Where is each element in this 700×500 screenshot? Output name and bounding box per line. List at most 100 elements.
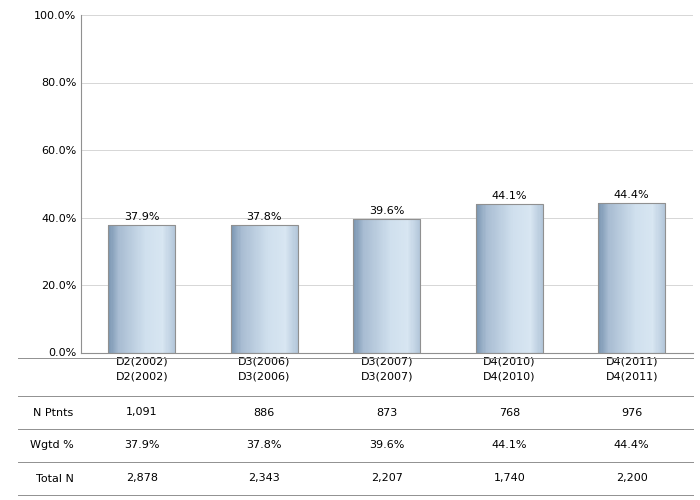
Bar — [371, 219, 372, 352]
Bar — [607, 202, 608, 352]
Text: N Ptnts: N Ptnts — [34, 408, 74, 418]
Bar — [365, 219, 367, 352]
Bar — [276, 225, 278, 352]
Bar — [165, 224, 167, 352]
Bar — [263, 225, 265, 352]
Bar — [258, 225, 260, 352]
Bar — [369, 219, 370, 352]
Text: 37.9%: 37.9% — [124, 440, 160, 450]
Bar — [115, 224, 116, 352]
Bar — [484, 204, 486, 352]
Bar — [118, 224, 120, 352]
Text: 886: 886 — [253, 408, 275, 418]
Bar — [663, 202, 664, 352]
Bar — [169, 224, 170, 352]
Bar — [598, 202, 666, 352]
Bar — [271, 225, 272, 352]
Text: 39.6%: 39.6% — [369, 206, 405, 216]
Bar — [526, 204, 527, 352]
Bar — [503, 204, 505, 352]
Bar — [408, 219, 409, 352]
Bar — [237, 225, 239, 352]
Bar — [370, 219, 371, 352]
Bar — [125, 224, 126, 352]
Text: 37.8%: 37.8% — [246, 212, 282, 222]
Bar — [155, 224, 157, 352]
Bar — [618, 202, 620, 352]
Bar — [250, 225, 251, 352]
Bar — [122, 224, 124, 352]
Bar — [377, 219, 378, 352]
Text: 39.6%: 39.6% — [369, 440, 405, 450]
Bar — [495, 204, 496, 352]
Bar — [603, 202, 605, 352]
Bar — [626, 202, 627, 352]
Bar — [633, 202, 634, 352]
Bar — [128, 224, 130, 352]
Text: Total N: Total N — [36, 474, 74, 484]
Bar — [146, 224, 148, 352]
Bar — [620, 202, 621, 352]
Bar — [482, 204, 484, 352]
Text: 44.4%: 44.4% — [614, 440, 650, 450]
Bar — [636, 202, 638, 352]
Bar — [415, 219, 416, 352]
Bar — [657, 202, 658, 352]
Bar — [148, 224, 150, 352]
Bar — [540, 204, 541, 352]
Bar — [506, 204, 507, 352]
Bar — [260, 225, 261, 352]
Bar — [651, 202, 652, 352]
Bar — [109, 224, 111, 352]
Bar — [398, 219, 399, 352]
Bar — [640, 202, 642, 352]
Bar — [171, 224, 172, 352]
Bar — [113, 224, 115, 352]
Text: D2(2002): D2(2002) — [116, 372, 168, 382]
Text: D3(2007): D3(2007) — [360, 372, 413, 382]
Bar — [141, 224, 143, 352]
Bar — [519, 204, 521, 352]
Bar — [353, 219, 421, 352]
Bar — [256, 225, 258, 352]
Bar — [605, 202, 606, 352]
Text: 1,740: 1,740 — [494, 474, 525, 484]
Bar — [390, 219, 391, 352]
Bar — [133, 224, 134, 352]
Bar — [475, 204, 477, 352]
Bar — [402, 219, 404, 352]
Bar — [381, 219, 382, 352]
Bar — [404, 219, 405, 352]
Bar — [262, 225, 263, 352]
Bar — [130, 224, 131, 352]
Bar — [399, 219, 400, 352]
Bar — [649, 202, 650, 352]
Bar — [290, 225, 291, 352]
Bar — [536, 204, 538, 352]
Bar — [284, 225, 286, 352]
Bar — [360, 219, 361, 352]
Bar — [239, 225, 241, 352]
Bar — [486, 204, 487, 352]
Bar — [379, 219, 380, 352]
Bar — [158, 224, 159, 352]
Bar — [643, 202, 644, 352]
Bar — [642, 202, 643, 352]
Bar — [419, 219, 421, 352]
Bar — [610, 202, 612, 352]
Bar — [515, 204, 516, 352]
Bar — [284, 225, 285, 352]
Bar — [418, 219, 419, 352]
Bar — [134, 224, 135, 352]
Bar — [233, 225, 234, 352]
Bar — [599, 202, 601, 352]
Bar — [654, 202, 655, 352]
Bar — [412, 219, 414, 352]
Bar — [653, 202, 654, 352]
Bar — [235, 225, 237, 352]
Bar — [241, 225, 242, 352]
Bar — [167, 224, 169, 352]
Bar — [254, 225, 256, 352]
Bar — [247, 225, 248, 352]
Bar — [291, 225, 293, 352]
